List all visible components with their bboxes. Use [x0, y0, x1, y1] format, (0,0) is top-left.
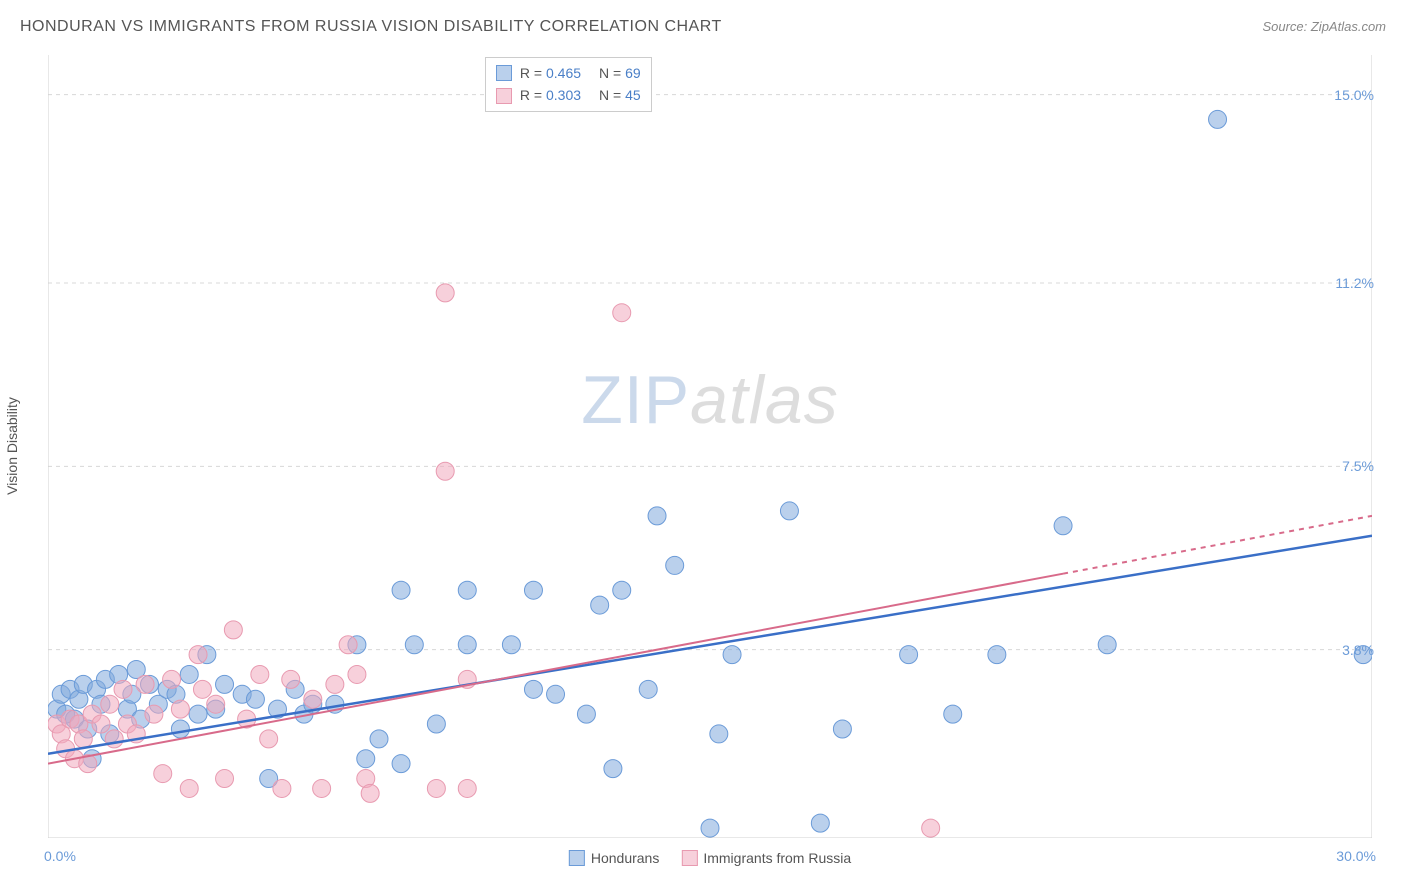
- y-tick-label: 11.2%: [1335, 275, 1374, 291]
- legend-stats: R = 0.465 N = 69 R = 0.303 N = 45: [485, 57, 652, 112]
- chart-svg: [48, 55, 1372, 838]
- legend-n-label: N = 45: [599, 84, 641, 106]
- chart-header: HONDURAN VS IMMIGRANTS FROM RUSSIA VISIO…: [20, 18, 1386, 36]
- legend-series-item: Hondurans: [569, 850, 660, 866]
- legend-stat-row: R = 0.303 N = 45: [496, 84, 641, 106]
- legend-stat-row: R = 0.465 N = 69: [496, 62, 641, 84]
- y-tick-label: 3.8%: [1342, 642, 1374, 658]
- legend-series-label: Immigrants from Russia: [703, 850, 851, 866]
- legend-r-label: R = 0.303: [520, 84, 581, 106]
- chart-title: HONDURAN VS IMMIGRANTS FROM RUSSIA VISIO…: [20, 18, 722, 36]
- legend-n-label: N = 69: [599, 62, 641, 84]
- chart-source: Source: ZipAtlas.com: [1262, 19, 1386, 34]
- legend-swatch: [496, 65, 512, 81]
- legend-swatch: [569, 850, 585, 866]
- legend-swatch: [496, 88, 512, 104]
- legend-r-label: R = 0.465: [520, 62, 581, 84]
- y-tick-label: 15.0%: [1334, 87, 1374, 103]
- legend-series: Hondurans Immigrants from Russia: [569, 850, 851, 866]
- plot-area: ZIPatlas R = 0.465N = 69R = 0.303N = 45 …: [48, 55, 1372, 838]
- legend-series-item: Immigrants from Russia: [681, 850, 851, 866]
- y-axis-label: Vision Disability: [4, 397, 20, 495]
- y-tick-label: 7.5%: [1342, 458, 1374, 474]
- x-tick-label: 0.0%: [44, 848, 76, 864]
- x-tick-label: 30.0%: [1336, 848, 1376, 864]
- legend-series-label: Hondurans: [591, 850, 660, 866]
- legend-swatch: [681, 850, 697, 866]
